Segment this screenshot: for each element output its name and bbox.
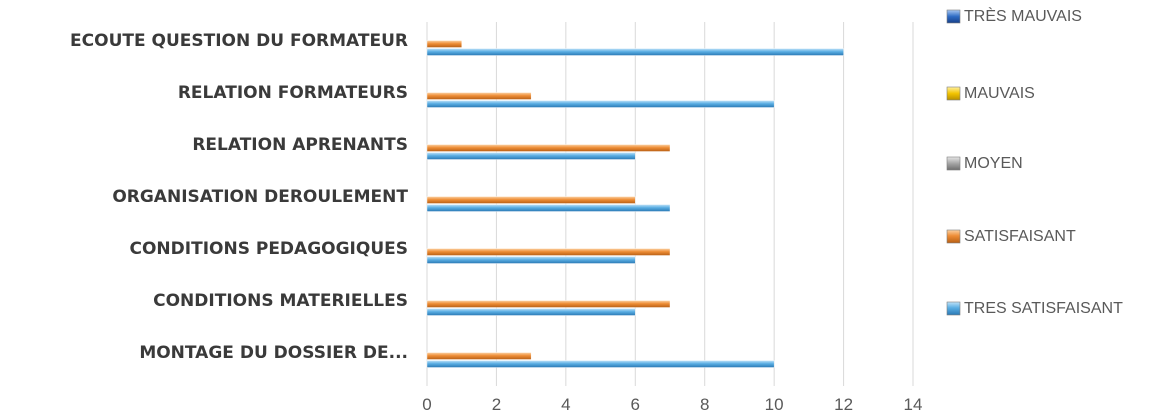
bar-tres-satisfaisant [426,256,636,264]
bar-tres-satisfaisant [426,204,671,212]
bars [426,40,844,368]
x-tick-label: 0 [422,395,431,414]
category-label: MONTAGE DU DOSSIER DE... [139,343,408,363]
x-tick-label: 2 [492,395,501,414]
legend-item-mauvais: MAUVAIS [946,85,1035,102]
x-tick-label: 4 [561,395,570,414]
x-tick-label: 8 [700,395,709,414]
bar-satisfaisant [426,196,636,204]
legend-swatch [946,156,961,171]
category-label: ORGANISATION DEROULEMENT [112,187,408,207]
bar-tres-satisfaisant [426,152,636,160]
legend-item-moyen: MOYEN [946,155,1023,172]
bar-satisfaisant [426,300,671,308]
category-label: RELATION APRENANTS [192,135,408,155]
category-label: CONDITIONS MATERIELLES [153,291,408,311]
x-axis-tick-labels: 0 2 4 6 8 10 12 14 [422,395,922,414]
legend-swatch [946,301,961,316]
category-label: ECOUTE QUESTION DU FORMATEUR [70,31,408,51]
category-label: RELATION FORMATEURS [178,83,408,103]
x-tick-label: 12 [834,395,853,414]
bar-tres-satisfaisant [426,48,844,56]
bar-tres-satisfaisant [426,100,775,108]
legend-label: MOYEN [964,155,1023,172]
bar-tres-satisfaisant [426,308,636,316]
bar-satisfaisant [426,248,671,256]
legend-swatch [946,9,961,24]
legend: TRÈS MAUVAIS MAUVAIS MOYEN SATISFAISANT TRES… [946,6,1123,317]
bar-tres-satisfaisant [426,360,775,368]
bar-satisfaisant [426,352,532,360]
category-label: CONDITIONS PEDAGOGIQUES [130,239,409,259]
legend-item-tres-satisfaisant: TRES SATISFAISANT [946,300,1123,317]
legend-swatch [946,86,961,101]
bar-satisfaisant [426,40,462,48]
legend-item-satisfaisant: SATISFAISANT [946,228,1076,245]
category-labels: ECOUTE QUESTION DU FORMATEUR RELATION FOR… [70,31,408,363]
legend-swatch [946,229,961,244]
legend-label: TRÈS MAUVAIS [964,6,1082,25]
x-tick-label: 6 [631,395,640,414]
x-tick-label: 14 [904,395,923,414]
gridlines [426,22,914,386]
bar-satisfaisant [426,92,532,100]
legend-item-tres-mauvais: TRÈS MAUVAIS [946,6,1082,25]
legend-label: TRES SATISFAISANT [964,300,1123,317]
legend-label: MAUVAIS [964,85,1035,102]
x-tick-label: 10 [765,395,784,414]
legend-label: SATISFAISANT [964,228,1076,245]
bar-satisfaisant [426,144,671,152]
